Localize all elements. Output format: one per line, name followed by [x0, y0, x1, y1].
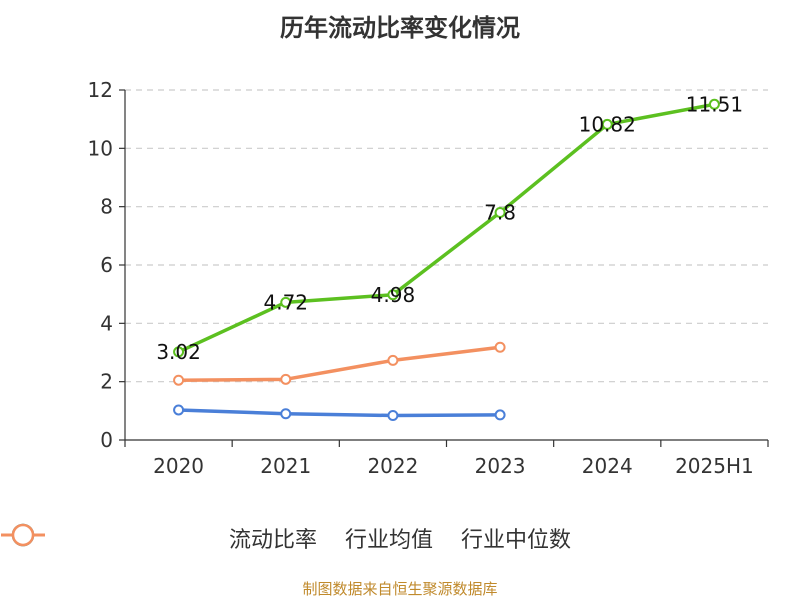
legend-marker-icon — [1, 523, 45, 547]
y-tick-label-4: 4 — [100, 311, 113, 335]
y-tick-label-6: 6 — [100, 253, 113, 277]
series-0-point-2 — [387, 289, 399, 301]
x-tick-label-2023: 2023 — [475, 454, 526, 478]
x-tick-label-2020: 2020 — [153, 454, 204, 478]
x-tick-label-2024: 2024 — [582, 454, 633, 478]
y-tick-label-0: 0 — [100, 428, 113, 452]
series-1-point-0 — [173, 404, 185, 416]
series-1-point-2 — [387, 410, 399, 421]
legend-label: 行业中位数 — [461, 528, 572, 553]
x-tick-label-2025H1: 2025H1 — [675, 454, 754, 478]
series-2-point-2 — [387, 354, 399, 366]
series-2-point-3 — [494, 341, 506, 353]
data-label-0-0: 3.02 — [156, 340, 201, 364]
legend-item-1[interactable]: 行业均值 — [1, 522, 433, 554]
legend-label: 流动比率 — [228, 528, 317, 553]
chart-title: 历年流动比率变化情况 — [280, 14, 520, 42]
y-tick-label-8: 8 — [100, 195, 113, 219]
legend-item-2[interactable]: 行业中位数 — [1, 522, 572, 554]
source-footer: 制图数据来自恒生聚源数据库 — [302, 580, 498, 598]
series-line-0 — [176, 102, 717, 354]
legend-label: 行业均值 — [344, 528, 433, 553]
y-tick-label-12: 12 — [88, 78, 113, 102]
data-label-0-1: 4.72 — [263, 290, 308, 314]
series-line-2 — [176, 345, 502, 382]
series-0-point-1 — [280, 296, 292, 308]
series-0-point-0 — [173, 346, 185, 358]
y-tick-label-2: 2 — [100, 370, 113, 394]
legend-item-0[interactable]: 流动比率 — [1, 522, 317, 554]
series-1-point-3 — [494, 409, 506, 421]
series-1-point-1 — [280, 408, 292, 420]
series-0-point-3 — [494, 207, 506, 218]
data-label-0-5: 11.51 — [686, 92, 743, 116]
x-tick-label-2022: 2022 — [367, 454, 418, 478]
series-2-point-1 — [280, 373, 292, 385]
data-label-0-2: 4.98 — [371, 283, 416, 307]
series-0-point-4 — [601, 118, 613, 130]
legend: 流动比率 行业均值 行业中位数 — [0, 522, 800, 554]
data-label-0-4: 10.82 — [579, 112, 636, 136]
series-0-point-5 — [708, 98, 720, 110]
y-tick-label-10: 10 — [88, 136, 113, 160]
data-label-0-3: 7.8 — [484, 201, 516, 225]
series-line-1 — [176, 408, 502, 418]
series-2-point-0 — [173, 374, 185, 386]
x-tick-label-2021: 2021 — [260, 454, 311, 478]
